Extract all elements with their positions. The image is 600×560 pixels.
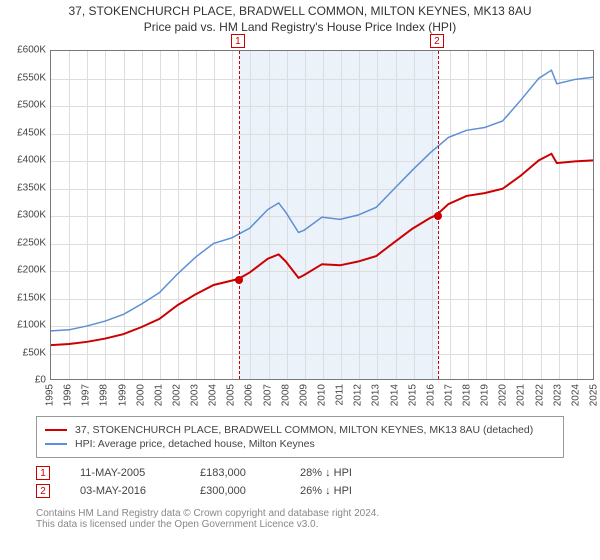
event-price: £183,000 [200,467,270,479]
event-date: 03-MAY-2016 [80,485,170,497]
plot-area [50,50,594,380]
y-tick-label: £450K [4,127,46,138]
x-tick-label: 2001 [153,384,164,406]
event-date: 11-MAY-2005 [80,467,170,479]
legend-label-hpi: HPI: Average price, detached house, Milt… [75,438,315,450]
event-price: £300,000 [200,485,270,497]
y-tick-label: £100K [4,320,46,331]
x-tick-label: 2012 [353,384,364,406]
x-tick-label: 1997 [81,384,92,406]
y-tick-label: £250K [4,237,46,248]
chart-title-block: 37, STOKENCHURCH PLACE, BRADWELL COMMON,… [0,0,600,40]
x-tick-label: 2007 [262,384,273,406]
legend-swatch-hpi [45,443,67,445]
y-tick-label: £150K [4,292,46,303]
event-index-box: 2 [36,484,50,498]
y-tick-label: £500K [4,100,46,111]
x-tick-label: 2014 [389,384,400,406]
event-vs-hpi: 26% ↓ HPI [300,485,352,497]
price-chart: £0 £50K £100K £150K £200K £250K £300K £350K £400… [0,40,600,410]
legend-box: 37, STOKENCHURCH PLACE, BRADWELL COMMON,… [36,416,564,458]
x-tick-label: 2025 [589,384,600,406]
x-tick-label: 1995 [45,384,56,406]
x-tick-label: 2003 [190,384,201,406]
event-vline [239,51,240,379]
x-tick-label: 2021 [516,384,527,406]
x-tick-label: 2009 [298,384,309,406]
event-row: 2 03-MAY-2016 £300,000 26% ↓ HPI [36,484,564,498]
x-tick-label: 2017 [443,384,454,406]
y-tick-label: £200K [4,265,46,276]
x-tick-label: 2010 [317,384,328,406]
footer-line1: Contains HM Land Registry data © Crown c… [36,508,564,519]
x-tick-label: 1999 [117,384,128,406]
event-vs-hpi: 28% ↓ HPI [300,467,352,479]
x-tick-label: 2020 [498,384,509,406]
events-table: 1 11-MAY-2005 £183,000 28% ↓ HPI 2 03-MA… [36,466,564,498]
x-tick-label: 2000 [135,384,146,406]
x-tick-label: 2005 [226,384,237,406]
legend-swatch-property [45,429,67,431]
y-tick-label: £300K [4,210,46,221]
x-tick-label: 2016 [425,384,436,406]
x-tick-label: 2018 [462,384,473,406]
series-line-property [51,154,593,345]
event-dot [434,212,442,220]
y-tick-label: £350K [4,182,46,193]
x-tick-label: 2022 [534,384,545,406]
y-tick-label: £550K [4,72,46,83]
y-tick-label: £0 [4,375,46,386]
x-tick-label: 2008 [280,384,291,406]
legend-row: HPI: Average price, detached house, Milt… [45,438,555,450]
x-tick-label: 2024 [570,384,581,406]
legend-row: 37, STOKENCHURCH PLACE, BRADWELL COMMON,… [45,424,555,436]
footer-line2: This data is licensed under the Open Gov… [36,519,564,530]
x-tick-label: 2011 [335,384,346,406]
x-tick-label: 1998 [99,384,110,406]
attribution-footer: Contains HM Land Registry data © Crown c… [36,508,564,530]
event-marker-box: 1 [231,34,245,48]
event-row: 1 11-MAY-2005 £183,000 28% ↓ HPI [36,466,564,480]
event-dot [235,276,243,284]
event-index-box: 1 [36,466,50,480]
x-tick-label: 2013 [371,384,382,406]
line-layer [51,51,593,379]
x-tick-label: 2004 [208,384,219,406]
chart-title-line2: Price paid vs. HM Land Registry's House … [10,20,590,34]
legend-label-property: 37, STOKENCHURCH PLACE, BRADWELL COMMON,… [75,424,533,436]
event-marker-box: 2 [430,34,444,48]
x-tick-label: 2023 [552,384,563,406]
x-tick-label: 2006 [244,384,255,406]
x-tick-label: 2019 [480,384,491,406]
x-tick-label: 2002 [171,384,182,406]
x-tick-label: 1996 [63,384,74,406]
x-tick-label: 2015 [407,384,418,406]
series-line-hpi [51,70,593,331]
y-tick-label: £400K [4,155,46,166]
y-tick-label: £600K [4,45,46,56]
chart-title-line1: 37, STOKENCHURCH PLACE, BRADWELL COMMON,… [10,4,590,18]
y-tick-label: £50K [4,347,46,358]
